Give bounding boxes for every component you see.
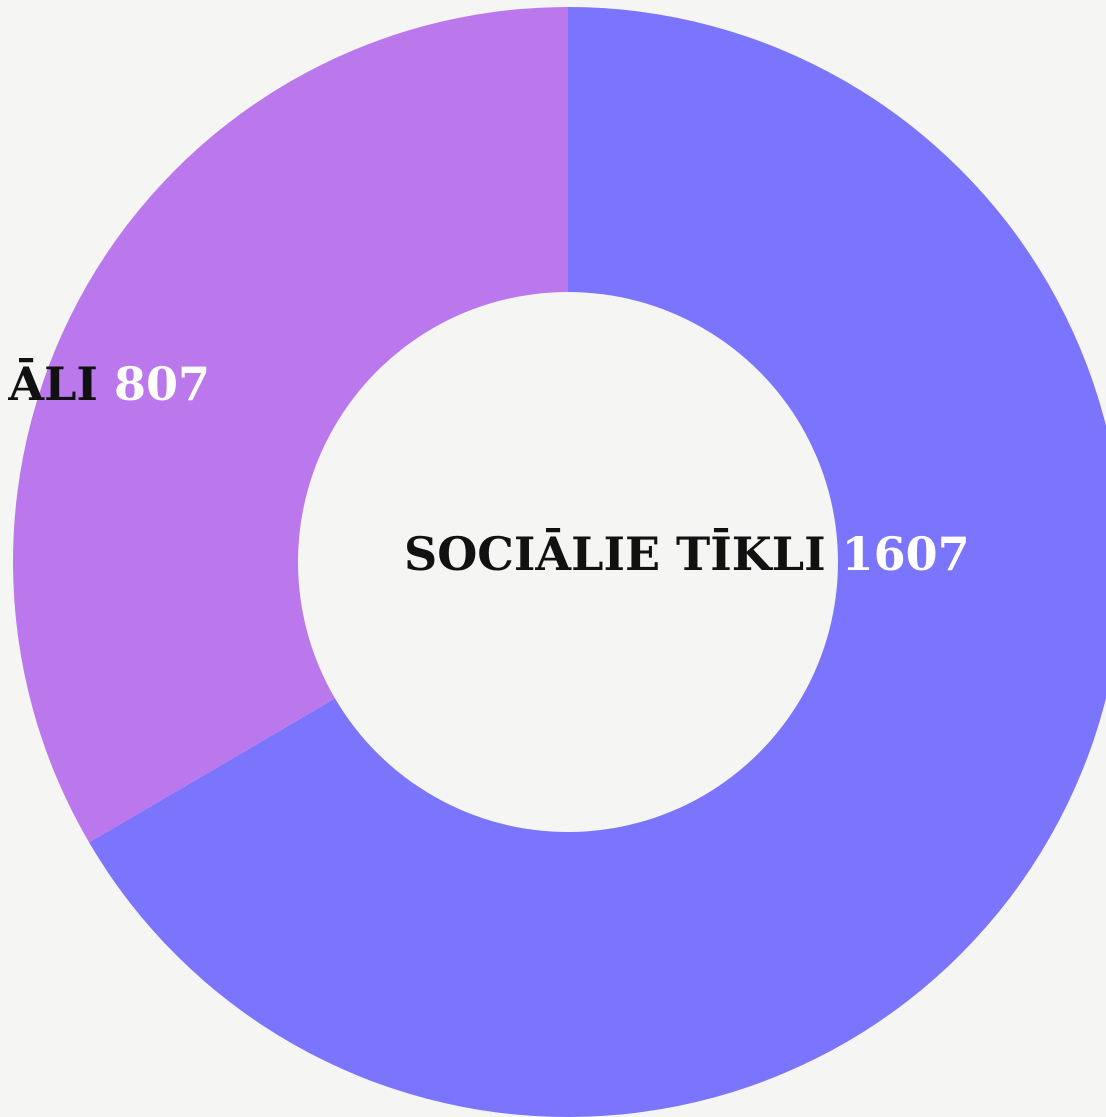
segment-name: SOCIĀLIE TĪKLI (404, 527, 826, 581)
segment-label: ĀLI 807 (7, 357, 210, 411)
segment-label: SOCIĀLIE TĪKLI 1607 (404, 527, 970, 581)
segment-value: 807 (114, 357, 210, 411)
donut-segment (12, 7, 568, 843)
donut-segment (89, 7, 1106, 1117)
segment-value: 1607 (842, 527, 970, 581)
segment-name: ĀLI (7, 357, 98, 411)
